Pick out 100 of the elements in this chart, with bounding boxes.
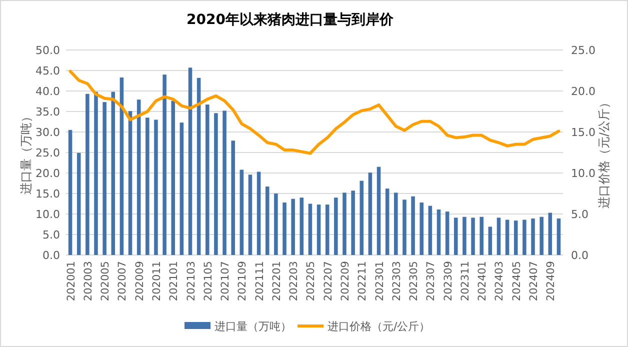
bar xyxy=(76,152,81,255)
bar xyxy=(531,218,535,255)
bar xyxy=(94,92,98,255)
bar xyxy=(180,122,184,255)
bar xyxy=(428,206,432,255)
x-tick-label: 202103 xyxy=(185,261,198,302)
bar xyxy=(471,218,475,255)
x-tick-label: 202009 xyxy=(134,261,146,302)
bar xyxy=(111,92,116,255)
y2-tick-label: 5.0 xyxy=(571,208,588,221)
bar xyxy=(206,104,210,255)
bar xyxy=(282,202,286,255)
x-tick-label: 202311 xyxy=(459,261,472,302)
y-tick-label: 25.0 xyxy=(36,146,60,160)
x-tick-label: 202107 xyxy=(220,261,232,302)
bar xyxy=(556,218,561,255)
bar xyxy=(505,220,510,255)
x-tick-label: 202001 xyxy=(65,261,78,302)
legend-label: 进口量（万吨） xyxy=(214,320,292,333)
bar xyxy=(351,190,355,255)
y-tick-label: 40.0 xyxy=(36,85,60,98)
x-tick-label: 202111 xyxy=(254,261,266,302)
bar xyxy=(540,216,544,255)
bar xyxy=(171,100,175,255)
x-tick-label: 202003 xyxy=(82,261,94,302)
bar xyxy=(146,118,150,255)
x-tick-label: 202307 xyxy=(425,261,438,302)
bar xyxy=(325,204,330,255)
bar xyxy=(462,216,466,255)
bar xyxy=(402,200,406,255)
bar xyxy=(420,202,424,255)
bar xyxy=(445,212,450,255)
x-tick-label: 202401 xyxy=(476,261,489,302)
y-tick-label: 0.0 xyxy=(42,249,60,262)
bar xyxy=(196,78,201,255)
y-tick-label: 35.0 xyxy=(36,106,60,118)
bar xyxy=(162,74,166,255)
bar xyxy=(488,226,492,255)
bar xyxy=(274,194,278,255)
bar xyxy=(342,192,346,255)
y2-tick-label: 15.0 xyxy=(571,126,596,139)
y-tick-label: 45.0 xyxy=(36,64,60,78)
bar xyxy=(102,102,106,255)
bar xyxy=(480,216,484,255)
bar xyxy=(308,204,312,255)
bar xyxy=(368,172,372,255)
y2-tick-label: 25.0 xyxy=(571,44,596,57)
y-axis-title: 进口量（万吨） xyxy=(19,110,33,194)
y-tick-label: 30.0 xyxy=(36,126,60,139)
legend-label: 进口价格（元/公斤） xyxy=(328,320,430,333)
bar xyxy=(231,140,235,255)
y-tick-label: 20.0 xyxy=(36,167,60,180)
bar xyxy=(256,172,261,255)
x-tick-label: 202105 xyxy=(202,261,214,302)
x-tick-label: 202011 xyxy=(150,261,163,302)
x-tick-label: 202309 xyxy=(442,261,454,302)
x-tick-label: 202409 xyxy=(545,261,558,302)
bar xyxy=(214,113,218,255)
y2-axis-title: 进口价格（元/公斤） xyxy=(597,96,611,209)
bar xyxy=(316,204,321,255)
y-tick-label: 15.0 xyxy=(36,188,60,200)
bar xyxy=(136,100,141,255)
bar xyxy=(548,212,552,255)
x-tick-label: 202305 xyxy=(408,261,420,302)
x-tick-label: 202301 xyxy=(374,261,386,302)
y-tick-label: 50.0 xyxy=(36,44,60,57)
x-tick-label: 202101 xyxy=(168,261,180,302)
bar xyxy=(240,170,244,255)
bar xyxy=(154,120,158,255)
bar xyxy=(188,68,192,255)
bar xyxy=(291,198,295,255)
bar xyxy=(454,218,458,255)
x-tick-label: 202303 xyxy=(390,261,403,302)
x-tick-label: 202407 xyxy=(528,261,540,302)
bar xyxy=(496,218,501,255)
bar xyxy=(265,186,270,255)
y2-tick-label: 20.0 xyxy=(571,85,596,98)
bar xyxy=(394,192,398,255)
y2-tick-label: 10.0 xyxy=(571,167,596,180)
chart-title: 2020年以来猪肉进口量与到岸价 xyxy=(186,12,394,28)
x-tick-label: 202205 xyxy=(305,261,318,302)
x-tick-label: 202007 xyxy=(116,261,129,302)
bar xyxy=(385,188,390,255)
bar xyxy=(522,220,526,255)
x-tick-label: 202405 xyxy=(510,261,523,302)
x-tick-label: 202005 xyxy=(100,261,112,302)
x-tick-label: 202201 xyxy=(270,261,283,302)
bar xyxy=(222,110,226,255)
x-tick-label: 202211 xyxy=(356,261,369,302)
bar xyxy=(360,180,364,255)
x-tick-label: 202207 xyxy=(322,261,334,302)
bar xyxy=(128,111,132,255)
line-series xyxy=(68,70,560,155)
y2-tick-label: 0.0 xyxy=(571,249,588,262)
bar xyxy=(300,198,304,255)
bar xyxy=(376,166,381,255)
bar xyxy=(86,94,90,255)
bar xyxy=(68,130,72,255)
x-tick-label: 202203 xyxy=(288,261,300,302)
bar xyxy=(248,174,252,255)
